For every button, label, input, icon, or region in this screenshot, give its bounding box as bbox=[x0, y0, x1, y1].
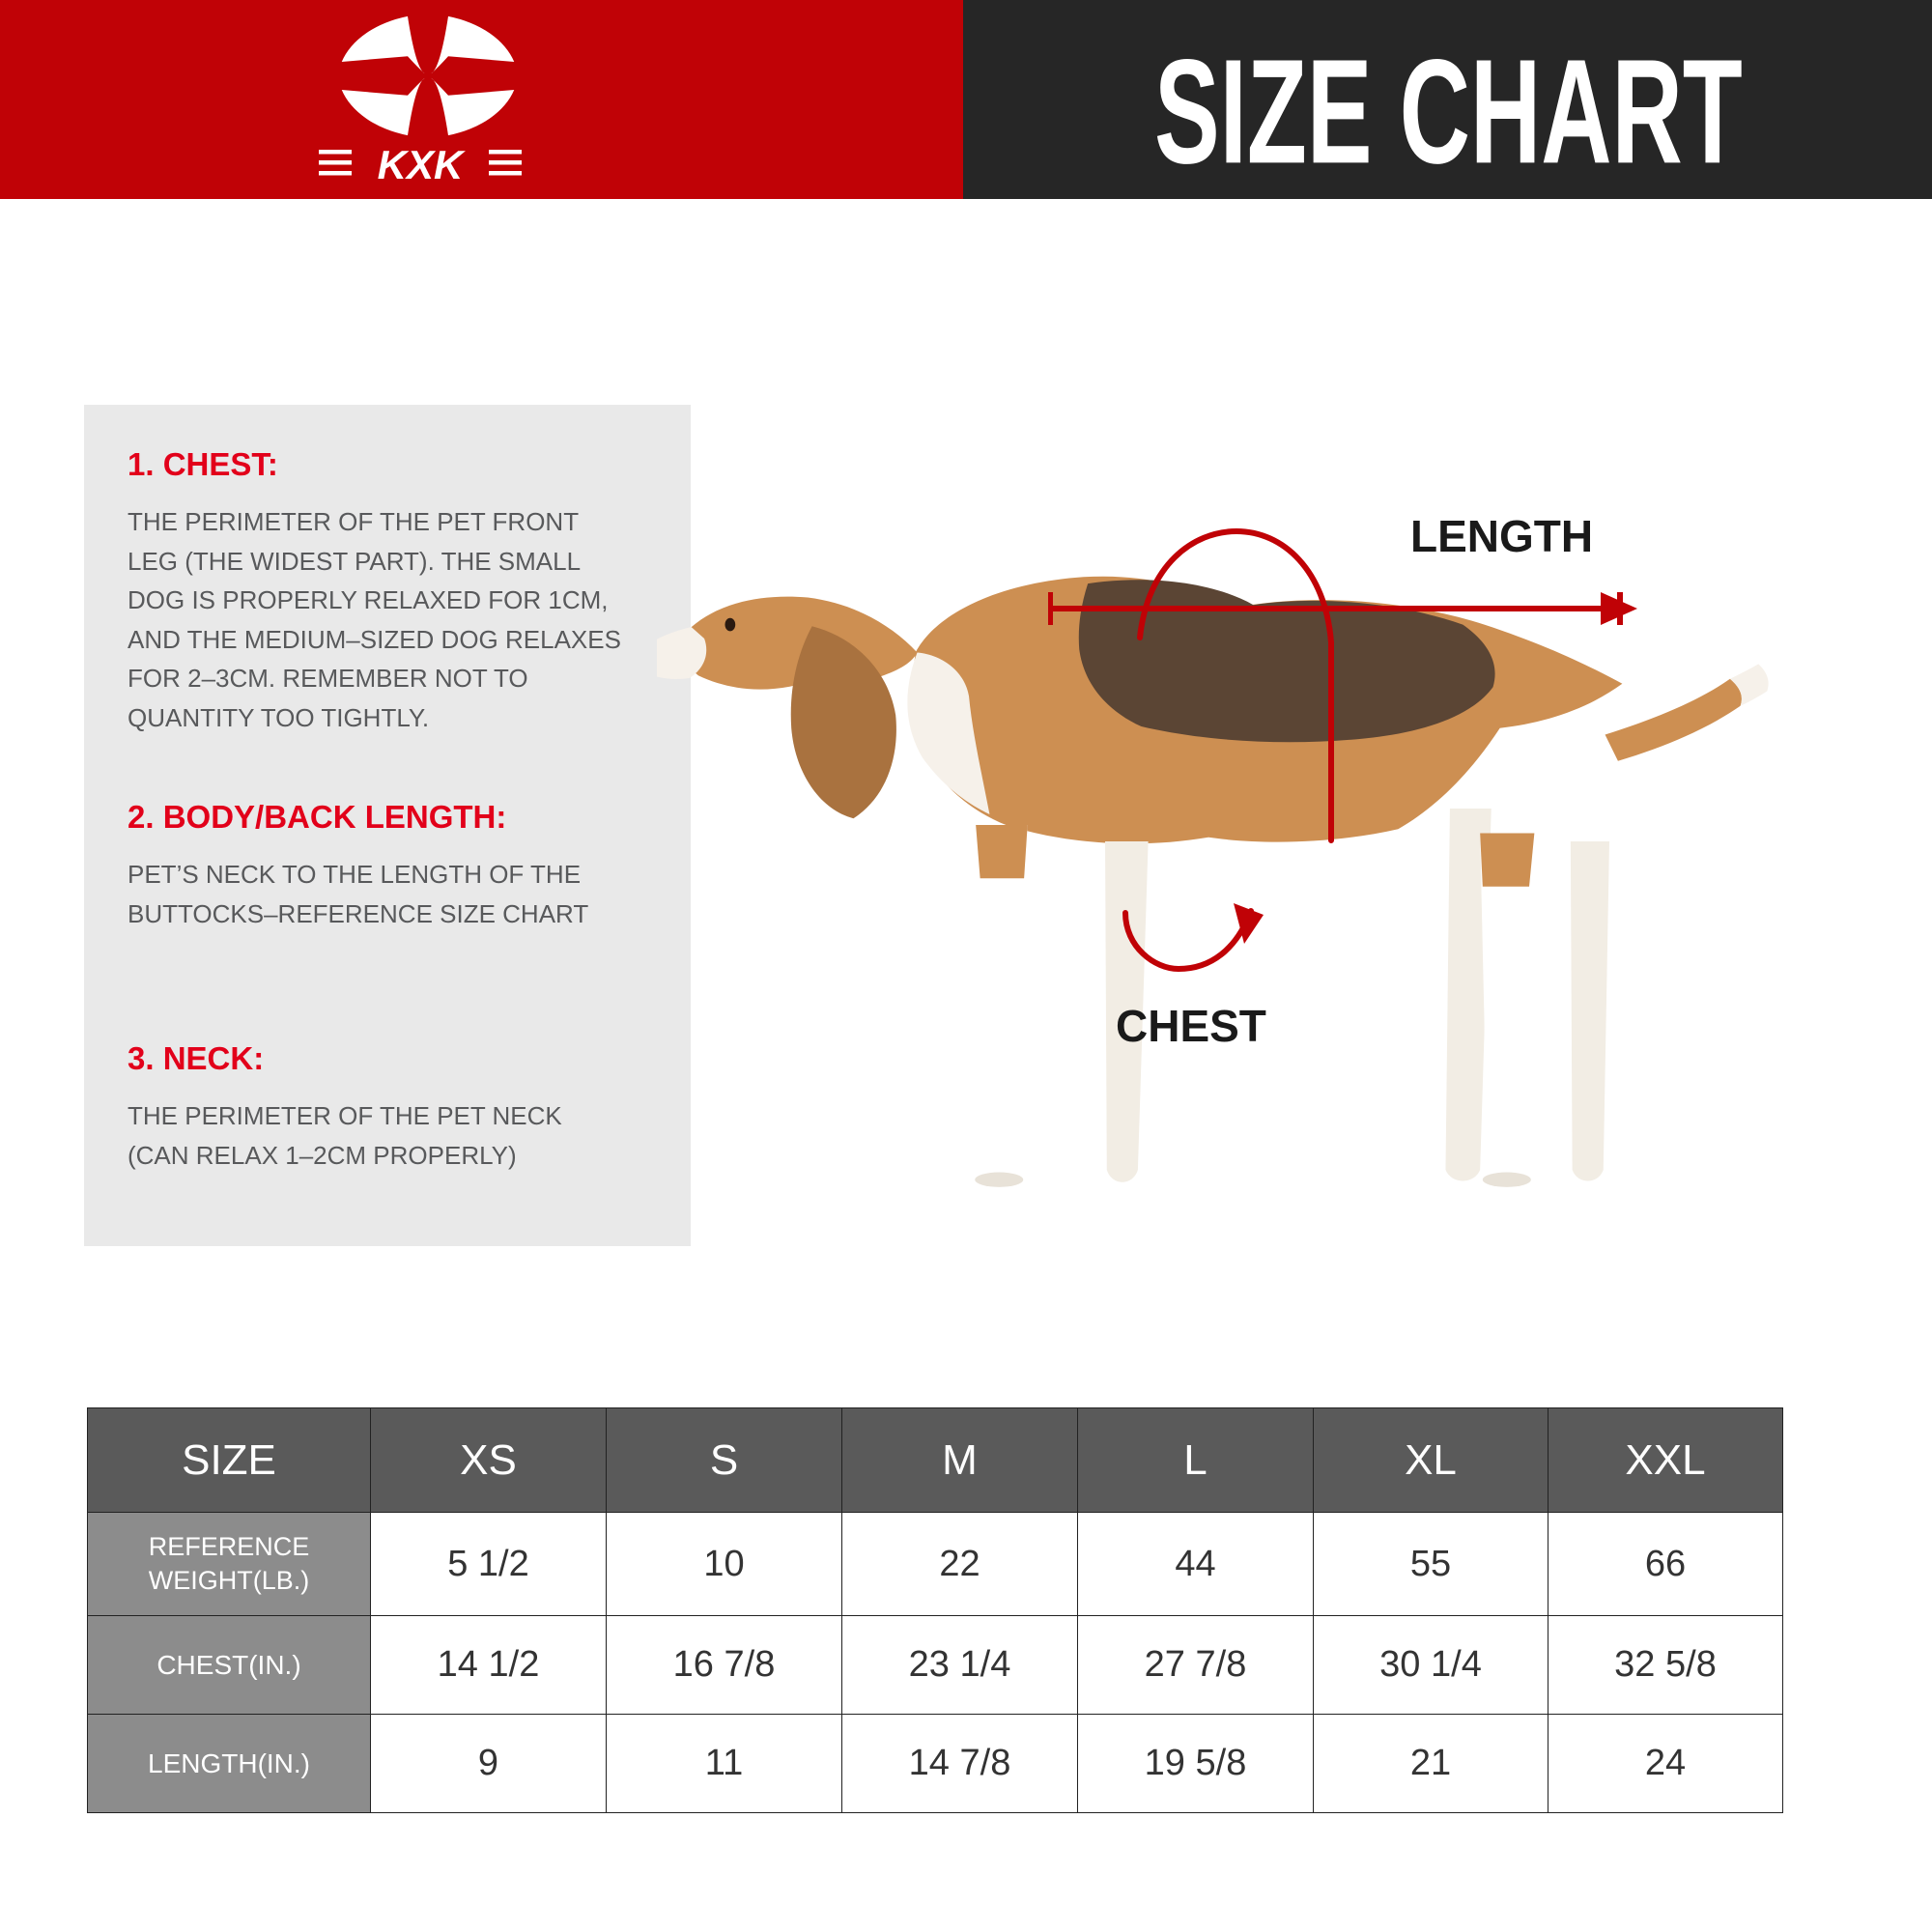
svg-text:KXK: KXK bbox=[378, 143, 466, 186]
